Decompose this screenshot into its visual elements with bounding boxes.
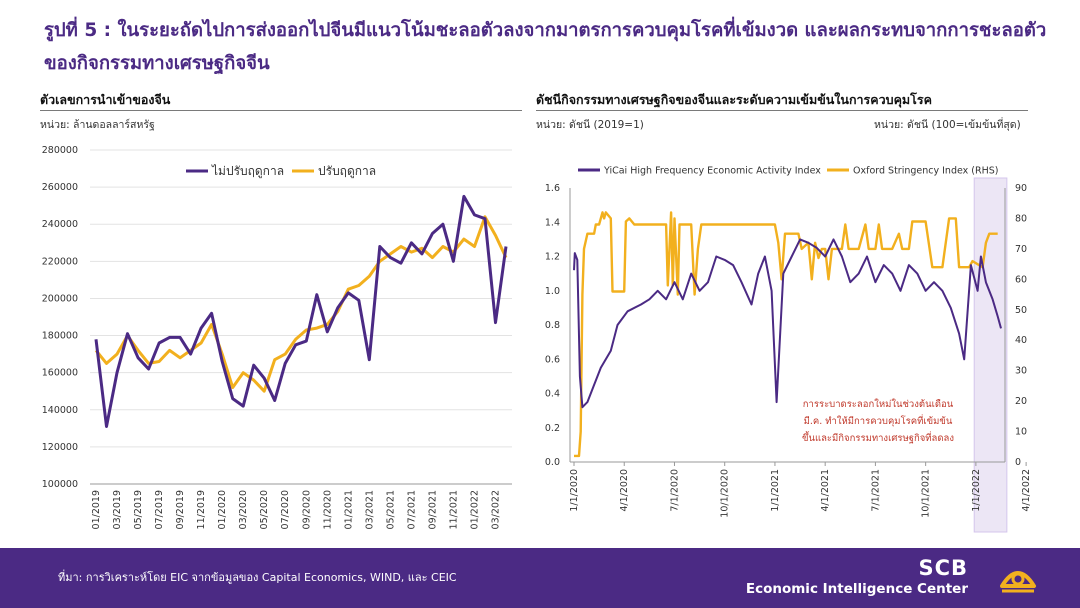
right-chart-unit-left: หน่วย: ดัชนี (2019=1) — [536, 119, 644, 131]
x-tick-label: 05/2021 — [385, 490, 396, 529]
x-tick-label: 07/2019 — [154, 490, 165, 529]
y2-tick-label: 90 — [1015, 183, 1027, 194]
x-tick-label: 07/2020 — [280, 490, 291, 529]
annotation-text: มี.ค. ทำให้มีการควบคุมโรคที่เข้มข้น — [804, 414, 953, 427]
y-tick-label: 260000 — [42, 182, 78, 193]
x-tick-label: 07/2021 — [406, 490, 417, 529]
x-tick-label: 4/1/2022 — [1021, 469, 1032, 512]
y2-tick-label: 0 — [1015, 457, 1021, 468]
y-tick-label: 240000 — [42, 219, 78, 230]
y-tick-label: 1.6 — [545, 183, 560, 194]
legend-label: YiCai High Frequency Economic Activity I… — [603, 166, 821, 177]
x-tick-label: 7/1/2020 — [669, 469, 680, 512]
x-tick-label: 05/2020 — [259, 490, 270, 529]
left-chart-title: ตัวเลขการนำเข้าของจีน — [40, 92, 171, 107]
activity-stringency-chart: 0.0 0.2 0.4 0.6 0.8 1.0 1.2 1.4 1.6 0 10 20 30 40 50 60… — [545, 166, 1032, 533]
x-tick-label: 01/2019 — [91, 490, 102, 529]
y-tick-label: 200000 — [42, 293, 78, 304]
y2-tick-label: 20 — [1015, 396, 1027, 407]
y-tick-label: 220000 — [42, 256, 78, 267]
x-tick-label: 09/2020 — [301, 490, 312, 529]
scb-logo-icon — [1000, 571, 1036, 593]
x-tick-label: 09/2021 — [427, 490, 438, 529]
source-note: ที่มา: การวิเคราะห์โดย EIC จากข้อมูลของ … — [58, 571, 457, 584]
series-line — [94, 194, 508, 428]
x-tick-label: 03/2020 — [238, 490, 249, 529]
x-tick-label: 11/2019 — [196, 490, 207, 529]
right-chart-unit-right: หน่วย: ดัชนี (100=เข้มข้นที่สุด) — [874, 119, 1021, 131]
y-tick-label: 0.2 — [545, 423, 560, 434]
footer-bar: ที่มา: การวิเคราะห์โดย EIC จากข้อมูลของ … — [0, 548, 1080, 608]
x-tick-label: 03/2021 — [364, 490, 375, 529]
imports-line-chart: 100000 120000 140000 160000 180000 200000 2200… — [42, 145, 512, 529]
x-tick-label: 03/2022 — [490, 490, 501, 529]
y-tick-label: 140000 — [42, 405, 78, 416]
brand-subtitle: Economic Intelligence Center — [745, 581, 968, 597]
annotation-text: ขึ้นและมีกิจกรรมทางเศรษฐกิจที่ลดลง — [802, 431, 954, 444]
y-tick-label: 0.8 — [545, 320, 560, 331]
y2-tick-label: 80 — [1015, 213, 1027, 224]
x-tick-label: 09/2019 — [175, 490, 186, 529]
x-tick-label: 10/1/2020 — [720, 469, 731, 518]
right-title-divider — [536, 110, 1028, 111]
y-tick-label: 100000 — [42, 479, 78, 490]
legend-label: Oxford Stringency Index (RHS) — [853, 166, 999, 177]
legend-label: ปรับฤดูกาล — [318, 164, 376, 179]
x-tick-label: 4/1/2021 — [820, 469, 831, 512]
y-tick-label: 0.4 — [545, 389, 560, 400]
y2-tick-label: 60 — [1015, 274, 1027, 285]
activity-series-line — [573, 238, 1002, 409]
y-tick-label: 180000 — [42, 331, 78, 342]
left-chart-unit: หน่วย: ล้านดอลลาร์สหรัฐ — [40, 119, 155, 131]
legend-label: ไม่ปรับฤดูกาล — [211, 164, 284, 179]
x-tick-label: 4/1/2020 — [619, 469, 630, 512]
y-tick-label: 0.0 — [545, 457, 560, 468]
x-tick-label: 10/1/2021 — [921, 469, 932, 518]
brand-name: SCB — [918, 556, 968, 580]
x-tick-label: 1/1/2020 — [569, 469, 580, 512]
y-tick-label: 0.6 — [545, 354, 560, 365]
x-tick-label: 11/2021 — [448, 490, 459, 529]
y2-tick-label: 40 — [1015, 335, 1027, 346]
x-tick-label: 01/2021 — [343, 490, 354, 529]
y2-tick-label: 10 — [1015, 427, 1027, 438]
stringency-series-line — [574, 211, 998, 458]
x-tick-label: 11/2020 — [322, 490, 333, 529]
annotation-text: การระบาดระลอกใหม่ในช่วงต้นเดือน — [803, 398, 954, 410]
left-title-divider — [40, 110, 522, 111]
x-tick-label: 01/2022 — [469, 490, 480, 529]
x-tick-label: 01/2020 — [217, 490, 228, 529]
right-chart-title: ดัชนีกิจกรรมทางเศรษฐกิจของจีนและระดับควา… — [536, 92, 932, 107]
y-tick-label: 280000 — [42, 145, 78, 156]
x-tick-label: 1/1/2021 — [770, 469, 781, 512]
x-tick-label: 1/1/2022 — [971, 469, 982, 512]
y-tick-label: 1.4 — [545, 217, 560, 228]
y-tick-label: 120000 — [42, 442, 78, 453]
highlight-region — [973, 177, 1008, 533]
page-title: รูปที่ 5 : ในระยะถัดไปการส่งออกไปจีนมีแน… — [44, 20, 1047, 74]
y-tick-label: 1.0 — [545, 286, 560, 297]
y2-tick-label: 50 — [1015, 305, 1027, 316]
y2-tick-label: 70 — [1015, 244, 1027, 255]
y-tick-label: 1.2 — [545, 252, 560, 263]
series-line — [94, 215, 508, 393]
x-tick-label: 05/2019 — [133, 490, 144, 529]
y-tick-label: 160000 — [42, 368, 78, 379]
y2-tick-label: 30 — [1015, 366, 1027, 377]
x-tick-label: 03/2019 — [112, 490, 123, 529]
x-tick-label: 7/1/2021 — [870, 469, 881, 512]
